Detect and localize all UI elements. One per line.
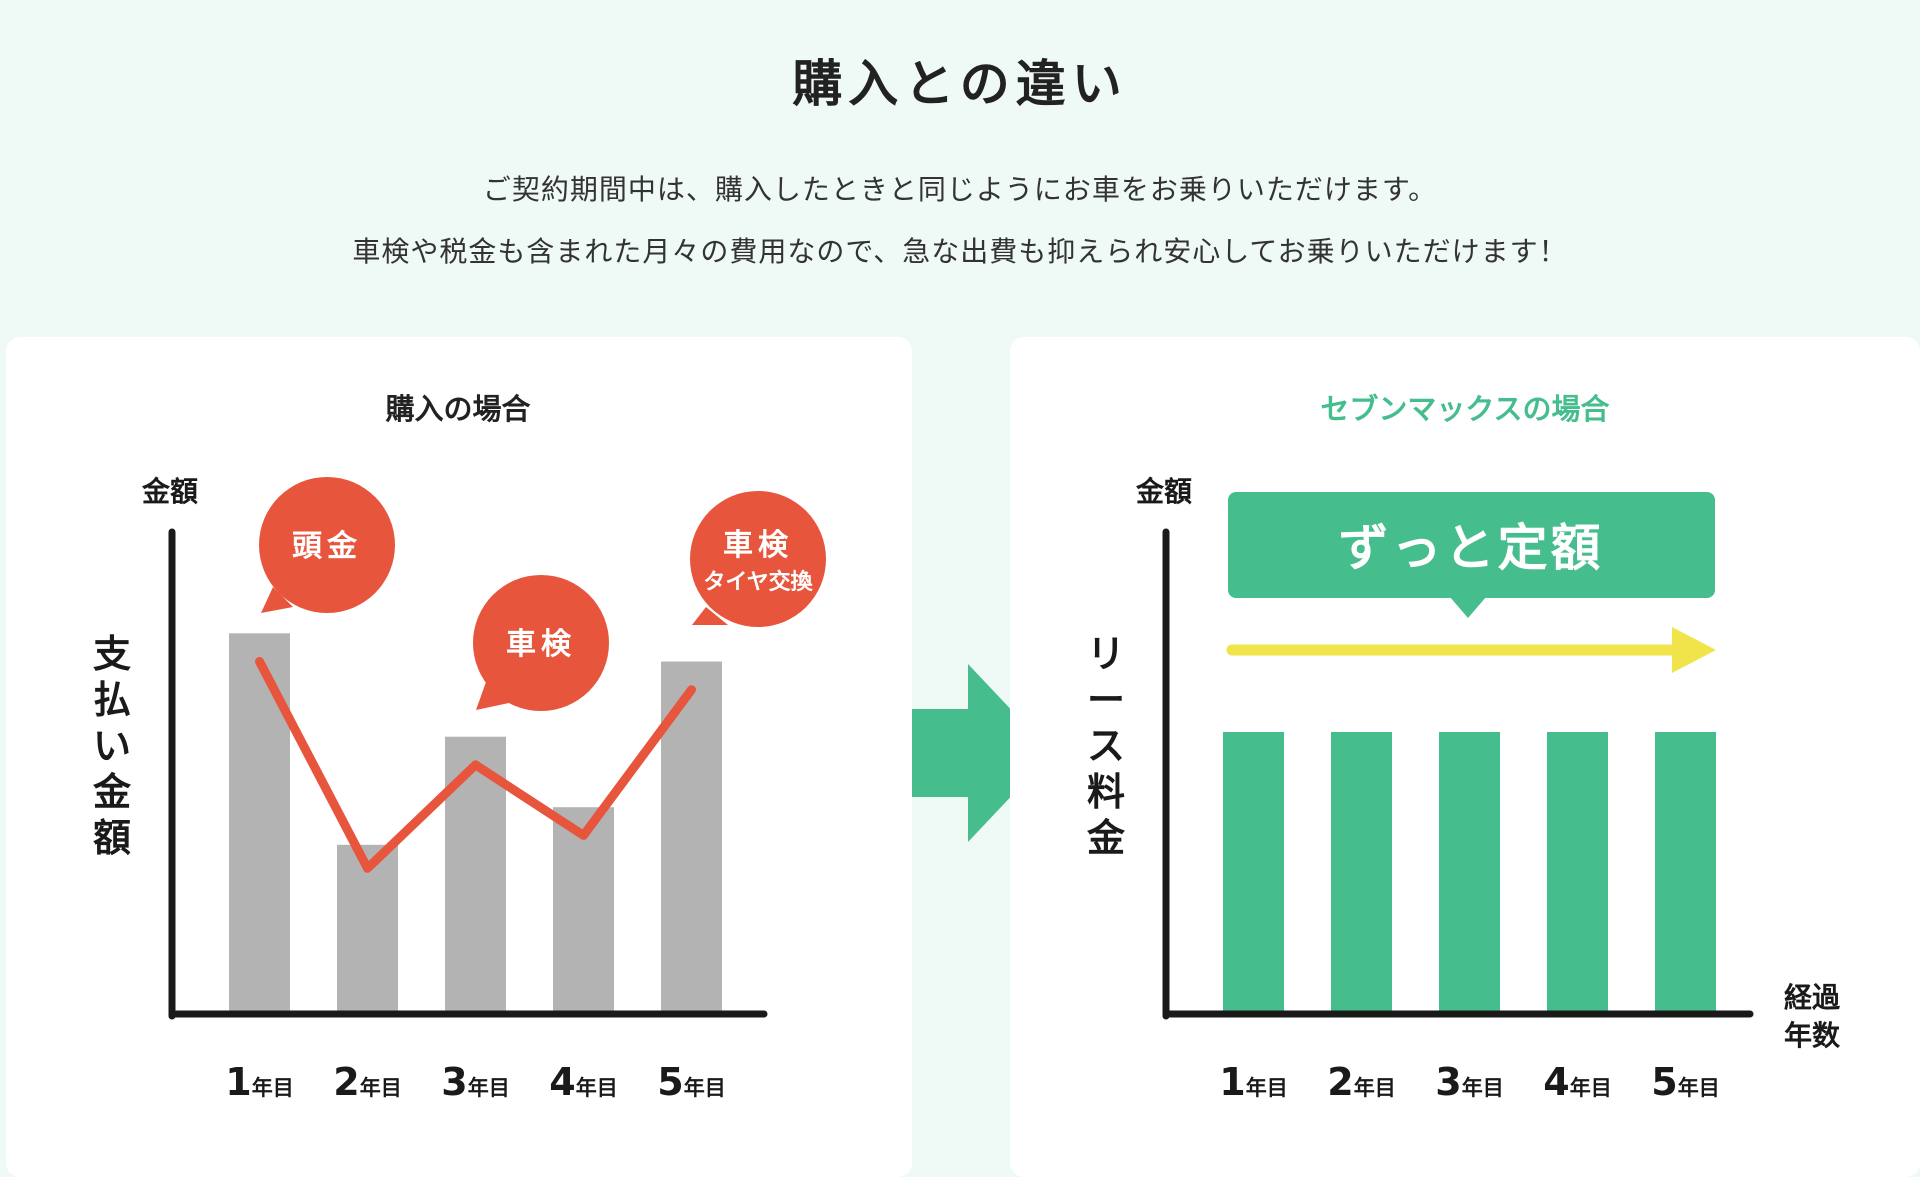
x-tick-label: 3年目 — [441, 1060, 509, 1104]
purchase-chart-panel: 購入の場合 金額支払い金額 1年目 2年目 3年目 4年目 5年目 頭金 車検 車検 タイヤ交換 — [6, 337, 912, 1177]
x-tick-unit: 年目 — [1354, 1076, 1396, 1100]
bubble-circle — [259, 477, 395, 613]
bar — [553, 807, 614, 1014]
bar — [229, 633, 290, 1014]
y-axis-label-char: 額 — [93, 816, 131, 860]
x-tick-label: 3年目 — [1435, 1060, 1503, 1104]
x-tick-unit: 年目 — [576, 1076, 618, 1100]
bubble-tail — [476, 682, 509, 710]
banner-text: ずっと定額 — [1339, 519, 1604, 577]
y-axis-label-char: 金 — [1086, 816, 1126, 860]
x-tick-label: 5年目 — [1651, 1060, 1719, 1104]
arrow-head-icon — [1672, 627, 1716, 673]
x-tick-unit: 年目 — [1246, 1076, 1288, 1100]
x-tick-number: 1 — [1219, 1060, 1245, 1104]
x-tick-number: 3 — [1435, 1060, 1461, 1104]
trend-line — [255, 657, 696, 873]
y-axis-label-char: ー — [1087, 678, 1125, 722]
x-tick-number: 2 — [1327, 1060, 1353, 1104]
x-axis-label-line: 経過 — [1784, 981, 1841, 1014]
x-tick-number: 5 — [1651, 1060, 1677, 1104]
bar — [1223, 732, 1284, 1014]
x-tick-unit: 年目 — [252, 1076, 294, 1100]
description-line-2: 車検や税金も含まれた月々の費用なので、急な出費も抑えられ安心してお乗りいただけま… — [352, 235, 1568, 268]
x-tick-unit: 年目 — [360, 1076, 402, 1100]
bar — [1655, 732, 1716, 1014]
bubble-label: 車検 — [723, 528, 793, 563]
chart-title: 購入の場合 — [385, 392, 530, 426]
lease-chart-panel: セブンマックスの場合 金額リース料金 1年目 2年目 3年目 4年目 5年目 経過 年数 ずっと定… — [1010, 337, 1920, 1177]
x-tick-number: 3 — [441, 1060, 467, 1104]
chart-title: セブンマックスの場合 — [1320, 392, 1609, 426]
y-axis-label-char: ス — [1087, 724, 1125, 768]
x-tick-label: 5年目 — [657, 1060, 725, 1104]
x-tick-unit: 年目 — [1462, 1076, 1504, 1100]
annotation-bubble: 車検 — [473, 575, 609, 711]
y-axis-label-top: 金額 — [1135, 475, 1192, 508]
bar — [337, 844, 398, 1014]
x-axis-label-line: 年数 — [1784, 1019, 1841, 1052]
x-tick-unit: 年目 — [468, 1076, 510, 1100]
x-tick-number: 1 — [225, 1060, 251, 1104]
bar — [1331, 732, 1392, 1014]
y-axis-label-char: 支 — [93, 632, 131, 676]
y-axis-label-char: い — [93, 724, 131, 768]
y-axis-label-top: 金額 — [141, 475, 198, 508]
bubble-tail — [261, 587, 293, 613]
bubble-label: 車検 — [506, 627, 576, 662]
x-tick-unit: 年目 — [684, 1076, 726, 1100]
bubble-circle — [473, 575, 609, 711]
x-tick-unit: 年目 — [1678, 1076, 1720, 1100]
right-arrow-icon — [912, 664, 1052, 846]
x-tick-label: 1年目 — [1219, 1060, 1287, 1104]
x-tick-label: 1年目 — [225, 1060, 293, 1104]
x-tick-number: 5 — [657, 1060, 683, 1104]
bubble-tail — [692, 607, 728, 625]
x-tick-label: 2年目 — [333, 1060, 401, 1104]
bubble-circle — [690, 491, 826, 627]
section-title: 購入との違い — [792, 55, 1128, 113]
x-tick-label: 4年目 — [1543, 1060, 1611, 1104]
banner-tail — [1450, 597, 1486, 618]
fixed-rate-banner: ずっと定額 — [1228, 492, 1715, 618]
y-axis-label-char: 料 — [1087, 770, 1125, 814]
y-axis-label-char: 金 — [92, 770, 132, 814]
x-tick-number: 4 — [549, 1060, 575, 1104]
x-tick-number: 4 — [1543, 1060, 1569, 1104]
x-tick-label: 4年目 — [549, 1060, 617, 1104]
annotation-bubble: 頭金 — [259, 477, 395, 613]
bar — [1439, 732, 1500, 1014]
y-axis-label-char: 払 — [93, 678, 131, 722]
y-axis-label-char: リ — [1087, 632, 1125, 676]
bar — [1547, 732, 1608, 1014]
x-tick-number: 2 — [333, 1060, 359, 1104]
x-tick-unit: 年目 — [1570, 1076, 1612, 1100]
description-line-1: ご契約期間中は、購入したときと同じようにお車をお乗りいただけます。 — [482, 173, 1438, 206]
bubble-label-sub: タイヤ交換 — [703, 569, 813, 595]
x-tick-label: 2年目 — [1327, 1060, 1395, 1104]
banner-box — [1228, 492, 1715, 598]
bubble-label: 頭金 — [292, 529, 362, 564]
